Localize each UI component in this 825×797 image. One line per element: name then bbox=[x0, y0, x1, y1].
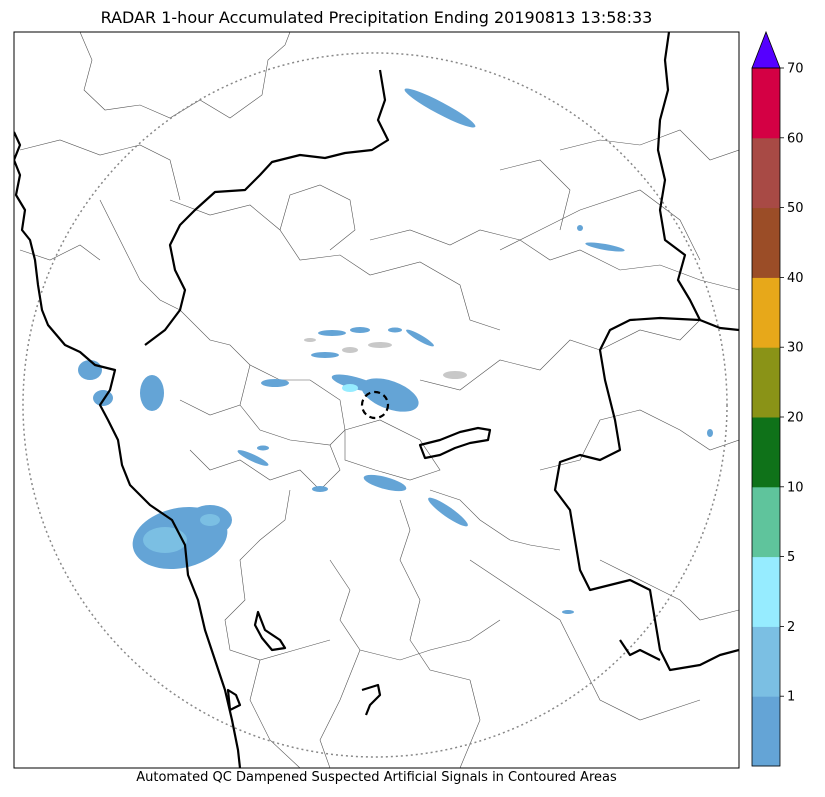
colorbar-bin bbox=[752, 277, 780, 348]
colorbar-tick-label: 20 bbox=[787, 411, 804, 426]
radar-site-marker bbox=[360, 390, 390, 420]
colorbar-tick-label: 2 bbox=[787, 620, 795, 635]
map-frame bbox=[13, 31, 740, 769]
colorbar-bin bbox=[752, 347, 780, 418]
map-footer-note: Automated QC Dampened Suspected Artifici… bbox=[136, 770, 617, 785]
district-boundaries bbox=[19, 32, 739, 768]
colorbar-bin bbox=[752, 137, 780, 209]
colorbar-bin bbox=[752, 486, 780, 558]
colorbar-bin bbox=[752, 696, 780, 767]
colorbar-tick-label: 70 bbox=[787, 62, 804, 77]
precipitation-areas bbox=[78, 88, 713, 614]
map-title: RADAR 1-hour Accumulated Precipitation E… bbox=[100, 8, 653, 27]
colorbar-bin bbox=[752, 556, 780, 627]
colorbar-tick-label: 30 bbox=[787, 341, 804, 356]
colorbar-tick-label: 1 bbox=[787, 690, 795, 705]
colorbar-bin bbox=[752, 626, 780, 697]
colorbar-extend-arrow bbox=[751, 30, 781, 69]
colorbar-bin bbox=[752, 207, 780, 278]
state-boundaries bbox=[14, 32, 739, 768]
range-ring bbox=[22, 52, 728, 758]
colorbar-tick-label: 50 bbox=[787, 201, 804, 216]
colorbar-tick-label: 40 bbox=[787, 271, 804, 286]
colorbar-tick-label: 5 bbox=[787, 550, 795, 565]
colorbar-bin bbox=[752, 68, 780, 139]
colorbar-tick-label: 10 bbox=[787, 480, 804, 495]
colorbar-bin bbox=[752, 417, 780, 488]
colorbar-tick-label: 60 bbox=[787, 131, 804, 146]
